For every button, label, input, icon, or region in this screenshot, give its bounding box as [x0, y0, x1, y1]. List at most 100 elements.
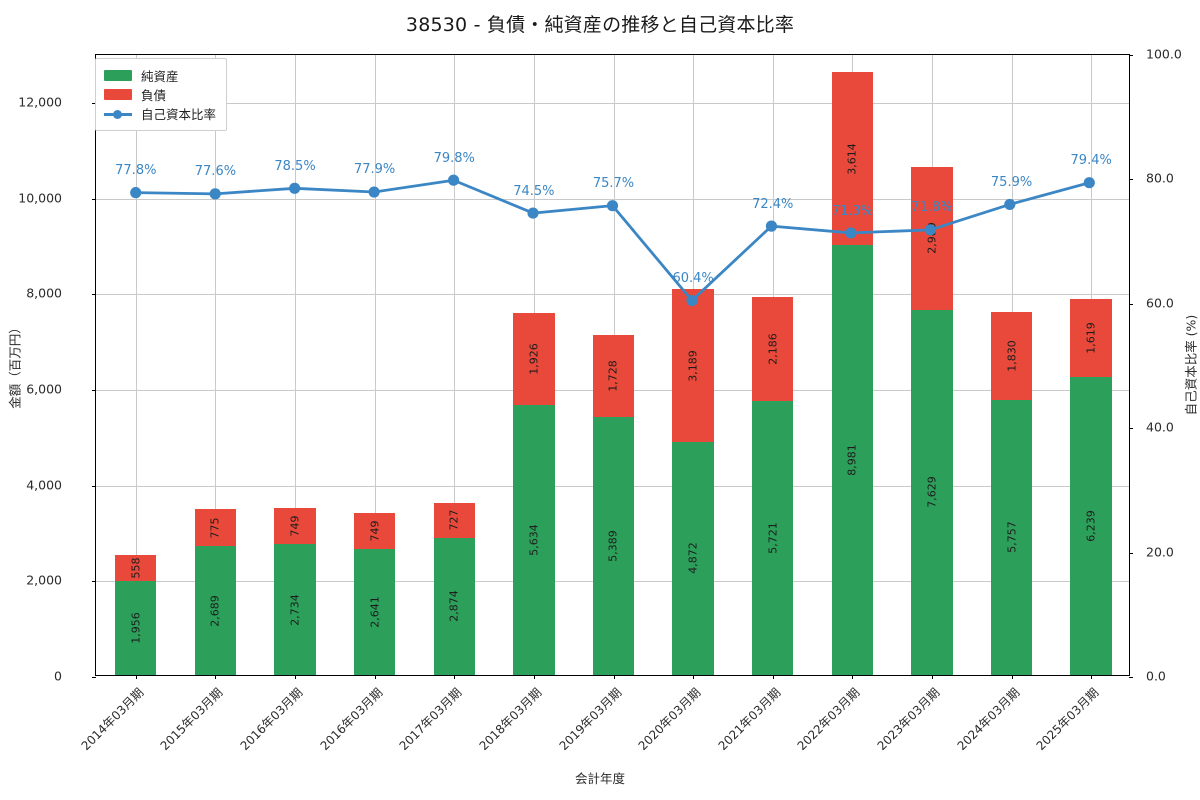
x-axis-tick-label: 2014年03月期 [78, 685, 147, 754]
bar-segment-equity[interactable]: 6,239 [1070, 376, 1112, 675]
tick-mark [92, 581, 96, 583]
x-axis-tick-label: 2017年03月期 [396, 685, 465, 754]
ratio-value-label: 71.8% [911, 200, 953, 216]
bar-segment-debt[interactable]: 749 [353, 512, 396, 549]
y-axis-tick-label-left: 0 [54, 668, 62, 684]
bar-group[interactable]: 2,734 749 [274, 508, 316, 675]
bar-segment-equity[interactable]: 5,634 [513, 405, 555, 675]
ratio-marker[interactable] [527, 207, 539, 219]
ratio-marker[interactable] [845, 227, 857, 239]
y-axis-tick-label-right: 60.0 [1146, 295, 1174, 311]
bar-group[interactable]: 4,872 3,189 [672, 289, 714, 675]
gridline-vertical [374, 55, 376, 675]
ratio-marker[interactable] [447, 174, 460, 186]
bar-segment-equity[interactable]: 5,757 [990, 399, 1033, 675]
gridline-horizontal [96, 102, 1129, 104]
tick-mark [92, 485, 96, 487]
ratio-marker[interactable] [368, 186, 380, 198]
tick-mark [374, 675, 376, 679]
ratio-line [134, 178, 1091, 302]
x-axis-tick-label: 2025年03月期 [1033, 685, 1102, 754]
chart-title: 38530 - 負債・純資産の推移と自己資本比率 [405, 14, 795, 36]
tick-mark [92, 389, 96, 391]
x-axis-tick-label: 2016年03月期 [237, 685, 306, 754]
x-axis-tick-label: 2021年03月期 [715, 685, 784, 754]
bar-segment-equity[interactable]: 5,389 [592, 417, 635, 675]
bar-group[interactable]: 1,956 558 [115, 554, 157, 675]
tick-mark [1129, 552, 1133, 554]
ratio-marker[interactable] [686, 294, 698, 307]
ratio-marker[interactable] [289, 182, 301, 194]
gridline-vertical [295, 55, 297, 675]
tick-mark [852, 675, 854, 679]
ratio-marker[interactable] [209, 188, 221, 200]
y-axis-tick-label-right: 100.0 [1146, 46, 1182, 62]
bar-group[interactable]: 2,689 775 [194, 509, 237, 675]
bar-group[interactable]: 2,641 749 [353, 512, 396, 675]
tick-mark [135, 675, 137, 679]
ratio-line-series [130, 174, 1095, 307]
tick-mark [454, 675, 456, 679]
bar-group[interactable]: 7,629 2,989 [911, 166, 953, 675]
bar-segment-equity[interactable]: 2,874 [433, 537, 475, 675]
bar-segment-debt[interactable]: 1,830 [990, 312, 1033, 400]
bar-group[interactable]: 8,981 3,614 [831, 72, 874, 675]
ratio-value-label: 78.5% [274, 158, 316, 174]
ratio-marker[interactable] [130, 187, 142, 199]
bar-segment-equity[interactable]: 1,956 [115, 581, 157, 675]
y-axis-tick-label-right: 80.0 [1146, 170, 1174, 186]
bar-segment-equity[interactable]: 5,721 [752, 401, 794, 675]
gridline-horizontal [96, 198, 1129, 200]
tick-mark [533, 675, 535, 679]
bar-group[interactable]: 5,721 2,186 [752, 296, 794, 675]
bar-group[interactable]: 5,757 1,830 [990, 312, 1033, 675]
bar-segment-debt[interactable]: 775 [194, 509, 237, 547]
x-axis-tick-label: 2019年03月期 [556, 685, 624, 754]
bar-segment-equity[interactable]: 2,641 [353, 548, 396, 675]
bar-segment-debt[interactable]: 1,728 [592, 334, 635, 418]
bar-group[interactable]: 6,239 1,619 [1070, 299, 1112, 675]
bar-segment-debt[interactable]: 1,926 [513, 313, 555, 406]
bar-group[interactable]: 5,389 1,728 [592, 334, 635, 675]
y-axis-tick-label-left: 4,000 [26, 477, 62, 493]
gridline-vertical [135, 55, 137, 675]
bar-segment-equity[interactable]: 7,629 [911, 309, 953, 675]
bar-segment-equity[interactable]: 2,689 [194, 546, 237, 675]
tick-mark [931, 675, 933, 679]
bar-segment-debt[interactable]: 558 [115, 554, 157, 582]
bar-segment-debt[interactable]: 1,619 [1070, 299, 1112, 377]
bar-group[interactable]: 2,874 727 [433, 502, 475, 675]
bar-segment-equity[interactable]: 8,981 [831, 245, 874, 675]
legend-item[interactable]: 自己資本比率 [104, 104, 216, 123]
bar-group[interactable]: 5,634 1,926 [513, 313, 555, 675]
y-axis-tick-label-left: 2,000 [26, 572, 62, 588]
bar-segment-debt[interactable]: 2,989 [911, 166, 953, 310]
bar-segment-debt[interactable]: 2,186 [752, 296, 794, 402]
tick-mark [92, 294, 96, 296]
legend-item[interactable]: 負債 [104, 85, 216, 104]
bar-segment-debt[interactable]: 749 [274, 508, 316, 545]
bar-segment-debt[interactable]: 3,189 [672, 289, 714, 442]
legend-item[interactable]: 純資産 [104, 66, 216, 85]
bar-segment-equity[interactable]: 4,872 [672, 441, 714, 675]
bar-segment-debt[interactable]: 3,614 [831, 72, 874, 246]
ratio-marker[interactable] [1004, 198, 1016, 211]
ratio-value-label: 79.4% [1070, 153, 1112, 169]
tick-mark [1129, 55, 1133, 56]
bar-segment-debt[interactable]: 727 [433, 502, 475, 538]
ratio-value-label: 75.9% [990, 174, 1033, 190]
bar-segment-equity[interactable]: 2,734 [274, 544, 316, 675]
legend-label: 負債 [141, 88, 167, 103]
x-axis-label: 会計年度 [574, 771, 625, 786]
ratio-marker[interactable] [1083, 177, 1095, 189]
gridline-horizontal [96, 294, 1129, 296]
ratio-value-label: 77.6% [194, 164, 237, 180]
y-axis-tick-label-right: 0.0 [1146, 668, 1166, 684]
tick-mark [1011, 675, 1013, 679]
ratio-marker[interactable] [765, 220, 778, 232]
tick-mark [92, 677, 96, 678]
tick-mark [1091, 675, 1093, 679]
ratio-marker[interactable] [924, 224, 936, 236]
legend-label: 純資産 [141, 69, 179, 84]
ratio-marker[interactable] [606, 200, 619, 212]
